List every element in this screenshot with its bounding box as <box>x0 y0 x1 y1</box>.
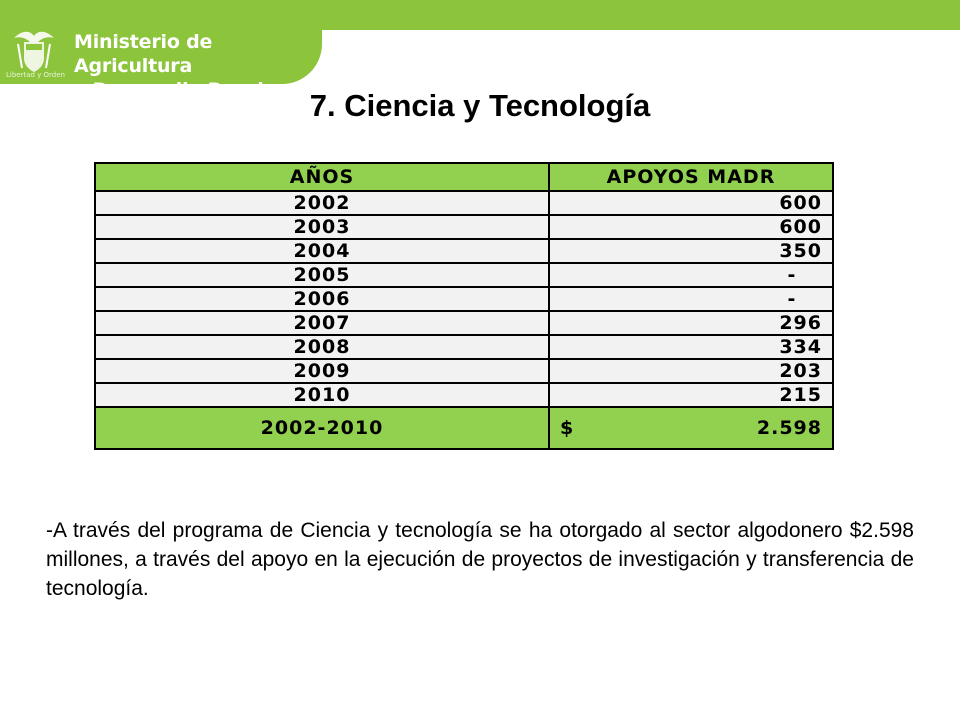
value-text: 600 <box>779 216 822 238</box>
year-cell: 2002 <box>94 190 550 216</box>
year-cell: 2004 <box>94 238 550 264</box>
year-cell: 2003 <box>94 214 550 240</box>
support-table: AÑOS APOYOS MADR 2002 600 2003 600 2004 … <box>94 162 834 450</box>
year-cell: 2007 <box>94 310 550 336</box>
value-cell: 296 <box>548 310 834 336</box>
motto-text: Libertad y Orden <box>6 71 65 79</box>
year-cell: 2010 <box>94 382 550 408</box>
column-header-support: APOYOS MADR <box>548 162 834 192</box>
table-total-row: 2002-2010 $ 2.598 <box>94 406 834 450</box>
value-text: 350 <box>779 240 822 262</box>
table-row: 2004 350 <box>94 238 834 264</box>
value-text: - <box>787 288 797 310</box>
table-row: 2006 - <box>94 286 834 312</box>
column-header-years: AÑOS <box>94 162 550 192</box>
value-cell: 600 <box>548 190 834 216</box>
value-cell: 600 <box>548 214 834 240</box>
table-row: 2009 203 <box>94 358 834 384</box>
value-text: 334 <box>779 336 822 358</box>
year-cell: 2008 <box>94 334 550 360</box>
value-cell: 203 <box>548 358 834 384</box>
year-cell: 2009 <box>94 358 550 384</box>
value-cell: - <box>548 286 834 312</box>
value-cell: 350 <box>548 238 834 264</box>
total-value: 2.598 <box>756 417 822 439</box>
table-header-row: AÑOS APOYOS MADR <box>94 162 834 192</box>
value-text: 215 <box>779 384 822 406</box>
page-title: 7. Ciencia y Tecnología <box>309 88 651 123</box>
ministry-logo-block: Libertad y Orden Ministerio de Agricultu… <box>0 0 322 101</box>
table-row: 2005 - <box>94 262 834 288</box>
ministry-name: Ministerio de Agricultura y Desarrollo R… <box>74 30 322 102</box>
total-label: 2002-2010 <box>94 406 550 450</box>
table-row: 2010 215 <box>94 382 834 408</box>
table-row: 2002 600 <box>94 190 834 216</box>
total-currency: $ <box>560 417 575 439</box>
ministry-name-line2: y Desarrollo Rural <box>74 79 264 101</box>
value-cell: 334 <box>548 334 834 360</box>
value-text: - <box>787 264 797 286</box>
total-value-cell: $ 2.598 <box>548 406 834 450</box>
year-cell: 2006 <box>94 286 550 312</box>
table-row: 2007 296 <box>94 310 834 336</box>
year-cell: 2005 <box>94 262 550 288</box>
summary-paragraph: -A través del programa de Ciencia y tecn… <box>46 519 914 600</box>
table-row: 2003 600 <box>94 214 834 240</box>
value-text: 296 <box>779 312 822 334</box>
table-row: 2008 334 <box>94 334 834 360</box>
ministry-name-line1: Ministerio de Agricultura <box>74 31 213 77</box>
value-text: 600 <box>779 192 822 214</box>
coat-of-arms-icon <box>14 31 54 72</box>
value-cell: 215 <box>548 382 834 408</box>
value-text: 203 <box>779 360 822 382</box>
value-cell: - <box>548 262 834 288</box>
